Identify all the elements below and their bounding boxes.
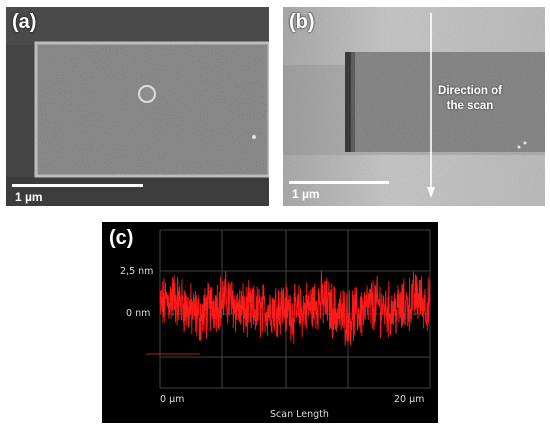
scan-direction-line1: Direction of xyxy=(438,85,502,97)
scale-bar-a xyxy=(12,184,143,187)
sem-micrograph-b xyxy=(283,7,545,206)
scan-direction-line2: the scan xyxy=(446,100,494,112)
sem-micrograph-a xyxy=(6,7,269,206)
y-tick-label-zero: 0 nm xyxy=(126,308,151,319)
panel-label-c: (c) xyxy=(109,227,134,249)
scan-direction-label: Direction of the scan xyxy=(431,84,509,114)
sem-image-b: (b) Direction of the scan 1 µm xyxy=(283,7,545,206)
scale-label-b: 1 µm xyxy=(292,187,320,201)
height-profile-chart xyxy=(146,229,431,389)
panel-label-a: (a) xyxy=(12,11,37,33)
sem-image-a: (a) 1 µm xyxy=(6,7,269,206)
x-tick-label-end: 20 µm xyxy=(394,394,425,405)
height-profile-panel: (c) 2,5 nm 0 nm 0 µm 20 µm Scan Length xyxy=(102,222,438,423)
scale-bar-b xyxy=(289,181,389,184)
x-axis-title: Scan Length xyxy=(270,409,329,420)
y-tick-label-top: 2,5 nm xyxy=(120,266,154,277)
x-tick-label-start: 0 µm xyxy=(160,394,185,405)
profile-line-series xyxy=(159,270,431,346)
scale-label-a: 1 µm xyxy=(15,190,43,204)
panel-label-b: (b) xyxy=(289,11,315,33)
